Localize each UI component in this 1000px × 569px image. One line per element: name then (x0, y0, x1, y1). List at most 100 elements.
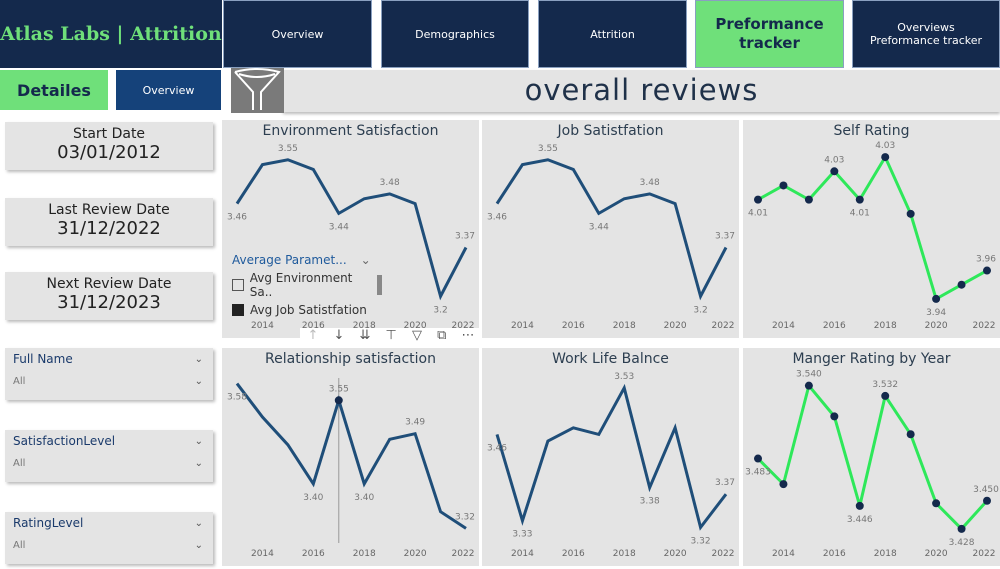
data-label: 3.44 (329, 222, 349, 232)
details-button[interactable]: Detailes (0, 70, 108, 110)
data-label: 3.532 (872, 380, 898, 390)
legend-item-environment[interactable]: Avg Environment Sa.. (232, 271, 382, 299)
chart-title: Environment Satisfaction (262, 123, 439, 139)
hierarchy-icon[interactable]: ⊤ (385, 328, 397, 343)
last-review-date-value: 31/12/2022 (57, 218, 161, 239)
series-line (495, 383, 728, 531)
data-label: 4.01 (850, 209, 870, 219)
drill-up-icon[interactable]: ↑ (307, 328, 319, 343)
x-tick-label: 2020 (925, 549, 948, 559)
data-label: 3.48 (640, 178, 660, 188)
data-label: 3.44 (589, 222, 609, 232)
slicer-value[interactable]: All (13, 540, 26, 551)
x-tick-label: 2020 (664, 549, 687, 559)
x-tick-label: 2014 (772, 321, 795, 331)
slicer-value[interactable]: All (13, 376, 26, 387)
x-tick-label: 2018 (874, 549, 897, 559)
legend-popup: Average Paramet... ⌄ Avg Environment Sa..… (232, 253, 382, 317)
data-label: 3.37 (715, 232, 735, 242)
tab-demographics[interactable]: Demographics (381, 0, 529, 68)
x-tick-label: 2020 (925, 321, 948, 331)
start-date-card: Start Date 03/01/2012 (5, 122, 213, 170)
data-point (906, 430, 915, 439)
data-label: 3.96 (976, 255, 996, 265)
data-point (779, 480, 788, 489)
x-tick-label: 2022 (452, 321, 475, 331)
checkbox-checked-icon[interactable] (232, 304, 244, 316)
data-point (983, 496, 991, 505)
data-label: 3.483 (745, 468, 771, 478)
chevron-down-icon[interactable]: ⌄ (194, 376, 203, 387)
data-label: 3.37 (715, 478, 735, 488)
data-label: 3.38 (640, 497, 660, 507)
data-label: 4.03 (824, 155, 844, 165)
filter-icon[interactable]: ▽ (411, 328, 422, 343)
chevron-down-icon[interactable]: ⌄ (194, 518, 203, 529)
overview-button[interactable]: Overview (116, 70, 221, 110)
x-tick-label: 2016 (302, 549, 325, 559)
line-chart[interactable]: Work Life Balnce 3.46 3.33 3.53 3.38 3.32 3.37… (482, 348, 739, 566)
tab-overviews-performance-tracker[interactable]: Overviews Preformance tracker (852, 0, 1000, 68)
data-label: 3.32 (691, 536, 711, 546)
data-label: 3.49 (405, 418, 425, 428)
data-label: 3.40 (303, 493, 323, 503)
slicer-value[interactable]: All (13, 458, 26, 469)
x-tick-label: 2022 (973, 549, 996, 559)
tab-attrition[interactable]: Attrition (538, 0, 687, 68)
legend-item-job[interactable]: Avg Job Satistfation (232, 303, 382, 317)
chart-title: Self Rating (833, 123, 910, 139)
funnel-icon[interactable] (231, 68, 284, 113)
x-tick-label: 2014 (772, 549, 795, 559)
tab-performance-tracker[interactable]: Preformance tracker (695, 0, 844, 68)
series-line (235, 382, 467, 530)
expand-all-icon[interactable]: ⇊ (359, 328, 371, 343)
line-chart[interactable]: Manger Rating by Year 3.483 3.540 3.446 3.53… (743, 348, 1000, 566)
data-label: 4.03 (875, 141, 895, 151)
full-name-slicer[interactable]: Full Name ⌄ All ⌄ (5, 348, 213, 400)
chart-title: Manger Rating by Year (792, 351, 951, 367)
focus-mode-icon[interactable]: ⧉ (437, 328, 447, 343)
line-chart[interactable]: Relationship satisfaction 3.58 3.40 3.55 3.4… (222, 348, 479, 566)
chevron-down-icon[interactable]: ⌄ (194, 354, 203, 365)
data-label: 3.428 (949, 538, 975, 548)
line-chart[interactable]: Job Satistfation 3.46 3.55 3.44 3.48 3.2 3.37 2… (482, 120, 739, 338)
chart-title: Relationship satisfaction (265, 351, 436, 367)
slicer-label: SatisfactionLevel (13, 434, 116, 448)
line-chart[interactable]: Self Rating 4.01 4.03 4.01 4.03 3.94 3.96 2014 2… (743, 120, 1000, 338)
x-tick-label: 2022 (712, 321, 735, 331)
data-point (932, 294, 941, 303)
data-point (983, 266, 991, 275)
x-tick-label: 2018 (353, 549, 376, 559)
app-title: Atlas Labs | Attrition (0, 0, 222, 68)
chevron-down-icon[interactable]: ⌄ (194, 458, 203, 469)
satisfaction-level-slicer[interactable]: SatisfactionLevel ⌄ All ⌄ (5, 430, 213, 482)
rating-level-slicer[interactable]: RatingLevel ⌄ All ⌄ (5, 512, 213, 564)
more-options-icon[interactable]: ⋯ (461, 328, 475, 343)
tab-overview[interactable]: Overview (223, 0, 372, 68)
x-tick-label: 2016 (302, 321, 325, 331)
data-point (957, 280, 966, 289)
data-label: 3.94 (926, 308, 946, 318)
data-point (804, 195, 813, 204)
line-chart[interactable]: Environment Satisfaction 3.46 3.55 3.44 3.48… (222, 120, 479, 338)
start-date-value: 03/01/2012 (57, 142, 161, 163)
x-tick-label: 2014 (251, 321, 274, 331)
x-tick-label: 2022 (712, 549, 735, 559)
legend-popup-title[interactable]: Average Paramet... ⌄ (232, 253, 371, 267)
chevron-down-icon[interactable]: ⌄ (194, 436, 203, 447)
x-tick-label: 2020 (404, 321, 427, 331)
drill-down-icon[interactable]: ↓ (333, 328, 345, 343)
page-heading: overall reviews (524, 73, 759, 107)
series-line (235, 158, 468, 301)
checkbox-icon[interactable] (232, 279, 244, 291)
chevron-down-icon[interactable]: ⌄ (194, 540, 203, 551)
chart-title: Work Life Balnce (552, 351, 669, 367)
data-label: 3.37 (455, 232, 475, 242)
x-tick-label: 2020 (664, 321, 687, 331)
last-review-date-card: Last Review Date 31/12/2022 (5, 198, 213, 246)
start-date-label: Start Date (72, 126, 146, 142)
slicer-label: RatingLevel (13, 516, 84, 530)
data-label: 3.55 (278, 144, 298, 154)
data-label: 3.55 (538, 144, 558, 154)
data-point (830, 412, 839, 421)
